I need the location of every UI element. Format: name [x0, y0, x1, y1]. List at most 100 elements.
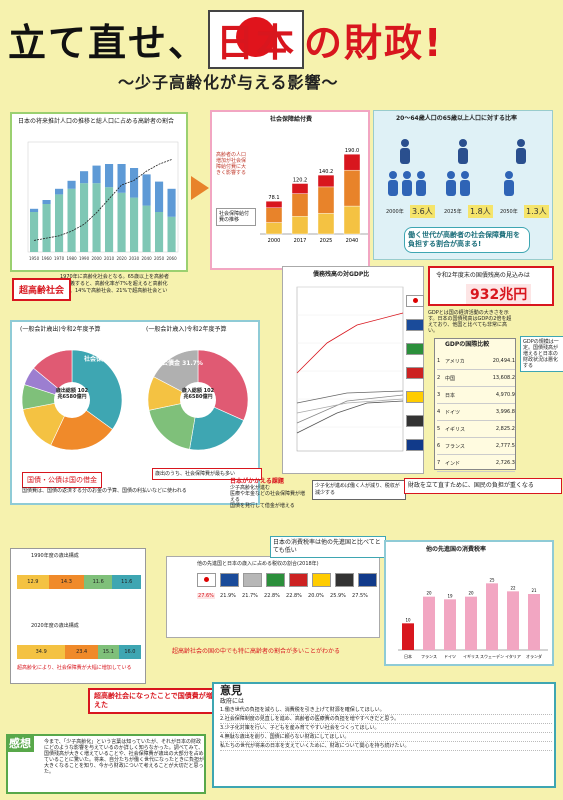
consumption-tax-bar [444, 599, 456, 650]
title-sun-icon [236, 17, 277, 57]
social-security-chart: 78.1 2000 120.2 2017 140.2 2025 190.0 2040 [260, 148, 368, 244]
consumption-tax-chart: 日本 10 フランス 20 ドイツ 19 イギリス 20 スウェーデン 25 イタリア 22 オランダ 2… [398, 577, 548, 659]
opinion-panel: 意見 政府には 1.働き世代の負担を減らし、消費税を引き上げて財源を確保してほし… [212, 682, 556, 788]
gdp-rank-country: 中国 [445, 375, 456, 382]
budget-panel: (一般会計歳出)令和2年度予算 (一般会計歳入)令和2年度予算 歳出総額 102… [10, 320, 262, 505]
debt-flags [405, 287, 424, 473]
tax-ratio-values: 27.6% 21.9% 21.7% 22.8% 22.8% 20.0% 25.9% 27.5% [197, 593, 377, 599]
population-tick: 1980 [66, 256, 77, 261]
country-flag-icon [312, 573, 331, 587]
social-security-total: 140.2 [319, 169, 333, 175]
social-security-bar [291, 193, 309, 217]
debt-series-line [296, 312, 404, 374]
gdp-rank-title: GDPの国際比較 [445, 341, 490, 348]
consumption-tax-tick: イタリア [505, 653, 521, 659]
population-tick: 2040 [141, 256, 152, 261]
tax-ratio-value: 27.5% [352, 593, 368, 599]
tax-ratio-value: 20.0% [308, 593, 324, 599]
gdp-rank-row: 4 ドイツ 3,996.8 [437, 404, 515, 421]
impression-panel: 感想 今まで、「少子高齢化」という言葉は知っていたが、それが日本の財政にどのよう… [6, 734, 206, 794]
opinion-line: 4.無駄な歳出を削り、国債に頼らない財政にしてほしい。 [220, 733, 552, 742]
debt-series-line [296, 394, 404, 424]
revenue-pie [147, 349, 249, 451]
impression-title: 感想 [6, 734, 34, 752]
social-security-note: 歳出のうち、社会保障費が最も多い [152, 468, 262, 480]
title-part-b: 日本 [208, 10, 305, 69]
title-part-a: 立て直せ、 [8, 21, 209, 65]
country-flag-icon [406, 367, 424, 379]
social-security-year: 2025 [320, 238, 333, 244]
population-chart: 1950 1960 1970 1980 1990 2000 2010 2020 2030 2040… [27, 141, 179, 261]
opinion-line: 2.社会保障制度の見直しを進め、高齢者の医療費の負担を増やすべきだと思う。 [220, 715, 552, 724]
consumption-tax-title: 他の先進国の消費税率 [426, 546, 487, 553]
expenditure-center-label: 歳出総額 102兆6580億円 [55, 388, 89, 400]
gdp-rank-country: 日本 [445, 392, 456, 399]
population-tick: 2030 [129, 256, 140, 261]
country-flag-icon [243, 573, 262, 587]
worker-icon [442, 171, 460, 199]
population-bar [80, 183, 89, 252]
social-security-panel: 社会保障給付費 高齢者の人口増加が社会保障給付費に大きく影響する 社会保障給付費… [210, 110, 370, 270]
population-tick: 1950 [29, 256, 40, 261]
country-flag-icon [335, 573, 354, 587]
revenue-title: (一般会計歳入)令和2年度予算 [146, 326, 227, 333]
consumption-tax-label: 10 [405, 617, 411, 622]
population-tick: 2060 [166, 256, 177, 261]
population-tick: 2020 [116, 256, 127, 261]
impression-text: 今まで、「少子高齢化」という言葉は知っていたが、それが日本の財政にどのような影響… [44, 739, 205, 775]
consumption-tax-tick: オランダ [526, 653, 542, 659]
pie-center [54, 382, 90, 418]
tax-ratio-value: 21.9% [220, 593, 236, 599]
gdp-rank-country: ドイツ [445, 409, 461, 416]
consumption-tax-tick: フランス [421, 653, 437, 659]
debt-amount-box: 令和2年度末の国債残高の見込みは 932兆円 [428, 266, 554, 306]
population-bar [30, 208, 39, 212]
revenue-main-label: 公債金 31.7% [162, 360, 203, 367]
opinion-line: 私たちの世代が将来の日本を支えていくために、財政について関心を持ち続けたい。 [220, 742, 552, 751]
gdp-rank-row: 3 日本 4,970.9 [437, 387, 515, 404]
worker-icon [412, 171, 430, 199]
population-note: 1970年に高齢化社会となる。65歳以上を高齢者と定義すると、高齢化率が7%を超… [60, 274, 169, 301]
issue-title: 日本がかかえる課題 [230, 478, 284, 485]
effect-box: 少子化が進めば働く人が減り、税収が減少する [312, 480, 406, 500]
consumption-tax-bar [465, 596, 477, 650]
elderly-icon [396, 139, 414, 167]
consumption-tax-bar [486, 583, 498, 650]
population-tick: 2010 [104, 256, 115, 261]
elderly-icon [512, 139, 530, 167]
consumption-tax-bar [507, 591, 519, 650]
debt-amount-label: 令和2年度末の国債残高の見込みは [436, 272, 530, 279]
worker-icon [500, 171, 518, 199]
year-2050-label: 2050年 [500, 209, 518, 215]
gdp-note: GDPとは国の経済活動の大きさを示す。日本の国債残高はGDPの2倍を超えており、… [428, 310, 512, 334]
population-bar [130, 197, 139, 252]
gdp-rank-value: 2,825.2 [495, 426, 515, 432]
opinion-line: 1.働き世代の負担を減らし、消費税を引き上げて財源を確保してほしい。 [220, 706, 552, 715]
consumption-tax-label: 22 [510, 585, 516, 590]
expenditure-pie [21, 349, 123, 451]
population-bar [167, 188, 176, 217]
gdp-side-note: GDPの規模は一定。国債残高が増えると日本の財政状況は悪化する [520, 336, 563, 372]
population-bar [92, 183, 101, 252]
budget-segment: 15.1 [97, 645, 119, 659]
worker-icon [398, 171, 416, 199]
social-security-year: 2040 [346, 238, 359, 244]
population-bar [142, 205, 151, 252]
gdp-rank-number: 3 [437, 392, 441, 398]
social-security-box-note: 社会保障給付費の推移 [216, 208, 256, 226]
gdp-rank-value: 2,726.3 [495, 460, 515, 466]
worker-icon [384, 171, 402, 199]
social-security-bar [265, 207, 283, 223]
debt-amount-value: 932兆円 [466, 284, 532, 304]
budget-segment: 12.9 [17, 575, 49, 589]
population-bar [105, 187, 114, 252]
social-security-total: 120.2 [293, 178, 307, 184]
population-bar [130, 168, 139, 198]
debt-series-line [296, 390, 404, 404]
poster-title: 立て直せ、 日本 の財政! [8, 10, 558, 69]
opinion-line: 3.少子化対策を行い、子どもを産み育てやすい社会をつくってほしい。 [220, 724, 552, 733]
debt-chart-panel: 債務残高の対GDP比 [282, 266, 424, 474]
issue-3: 国債を発行して借金が増える [230, 503, 295, 509]
expenditure-title: (一般会計歳出)令和2年度予算 [20, 326, 101, 333]
gdp-rank-table: GDPの国際比較 1 アメリカ 20,494.1 2 中国 13,608.2 3 日本 4,97… [434, 338, 516, 472]
